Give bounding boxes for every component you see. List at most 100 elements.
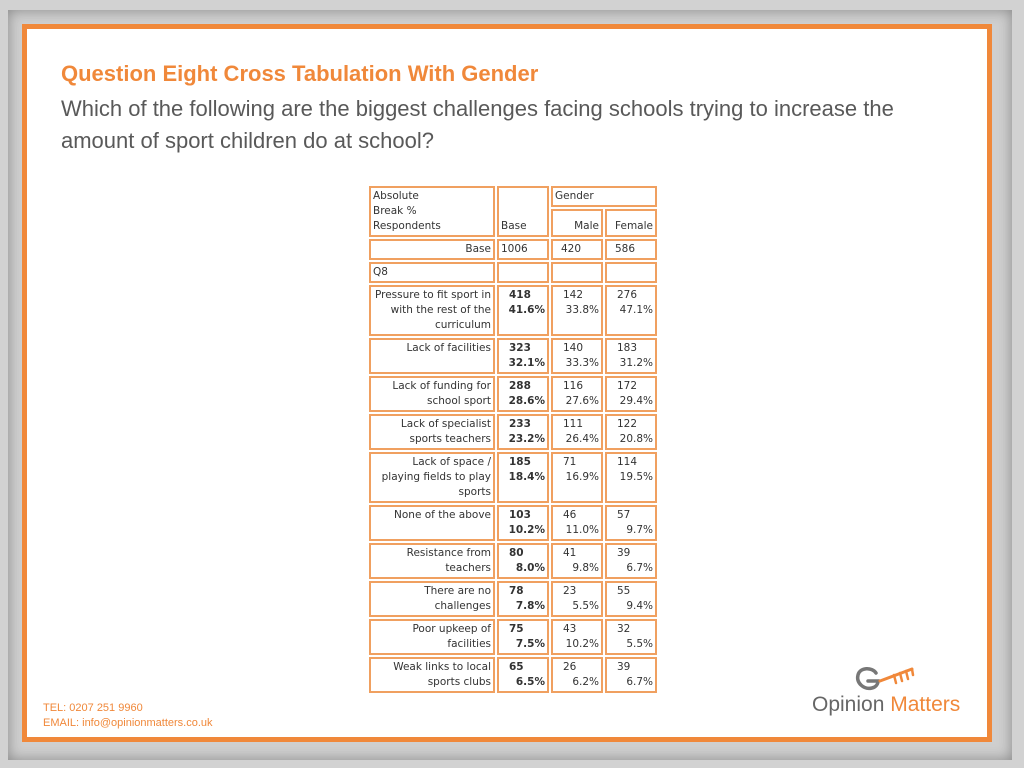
total-cell: 103 10.2% — [497, 505, 549, 541]
female-cell: 183 31.2% — [605, 338, 657, 374]
footer-contact: TEL: 0207 251 9960 EMAIL: info@opinionma… — [43, 701, 213, 731]
slide-title: Question Eight Cross Tabulation With Gen… — [61, 61, 539, 86]
row-label: None of the above — [394, 509, 491, 521]
male-count: 43 — [563, 623, 577, 635]
male-percent: 6.2% — [572, 676, 599, 688]
gender-header: Gender — [551, 186, 657, 207]
male-cell: 23 5.5% — [551, 581, 603, 617]
table-row: Lack of funding for school sport 288 28.6%… — [369, 376, 657, 412]
table-row: Lack of facilities 323 32.1% 140 33.3% 183 31.… — [369, 338, 657, 374]
total-percent: 23.2% — [508, 433, 545, 445]
female-cell: 122 20.8% — [605, 414, 657, 450]
male-cell: 111 26.4% — [551, 414, 603, 450]
female-cell: 172 29.4% — [605, 376, 657, 412]
total-cell: 323 32.1% — [497, 338, 549, 374]
male-count: 41 — [563, 547, 577, 559]
row-label: Pressure to fit sport in with the rest o… — [374, 289, 491, 331]
slide: Question Eight Cross Tabulation With Gen… — [22, 24, 992, 742]
row-label: There are no challenges — [424, 585, 491, 612]
male-percent: 26.4% — [565, 433, 599, 445]
male-percent: 27.6% — [565, 395, 599, 407]
female-cell: 276 47.1% — [605, 285, 657, 336]
male-cell: 140 33.3% — [551, 338, 603, 374]
female-cell: 39 6.7% — [605, 543, 657, 579]
male-cell: 41 9.8% — [551, 543, 603, 579]
total-count: 233 — [509, 418, 531, 430]
row-label: Lack of space / playing fields to play s… — [381, 456, 491, 498]
female-percent: 9.7% — [626, 524, 653, 536]
female-count: 39 — [617, 661, 631, 673]
total-percent: 18.4% — [508, 471, 545, 483]
logo-wordmark: Opinion Matters — [812, 693, 960, 717]
female-cell: 55 9.4% — [605, 581, 657, 617]
female-percent: 5.5% — [626, 638, 653, 650]
row-label-cell: Lack of facilities — [369, 338, 495, 374]
section-empty-cell — [605, 262, 657, 283]
table-row: Lack of specialist sports teachers 233 23.… — [369, 414, 657, 450]
total-count: 65 — [509, 661, 524, 673]
female-count: 183 — [617, 342, 638, 354]
female-percent: 29.4% — [619, 395, 653, 407]
female-count: 57 — [617, 509, 631, 521]
base-male: 420 — [551, 239, 603, 260]
section-empty-cell — [551, 262, 603, 283]
section-row: Q8 — [369, 262, 657, 283]
table-row: Weak links to local sports clubs 65 6.5% 26… — [369, 657, 657, 693]
male-count: 26 — [563, 661, 577, 673]
corner-cell: Absolute Break % Respondents — [369, 186, 495, 237]
corner-line: Respondents — [373, 220, 441, 232]
table-row: Resistance from teachers 80 8.0% 41 9.8% 39 6.… — [369, 543, 657, 579]
female-percent: 31.2% — [619, 357, 653, 369]
total-percent: 28.6% — [508, 395, 545, 407]
table-row: Pressure to fit sport in with the rest o… — [369, 285, 657, 336]
section-empty-cell — [497, 262, 549, 283]
corner-line: Absolute — [373, 190, 419, 202]
row-label: Resistance from teachers — [406, 547, 491, 574]
male-count: 111 — [563, 418, 584, 430]
male-count: 23 — [563, 585, 577, 597]
male-percent: 16.9% — [565, 471, 599, 483]
total-count: 323 — [509, 342, 531, 354]
logo-word-opinion: Opinion — [812, 693, 885, 716]
total-cell: 80 8.0% — [497, 543, 549, 579]
opinion-matters-logo: Opinion Matters — [812, 665, 982, 725]
male-percent: 11.0% — [565, 524, 599, 536]
female-count: 39 — [617, 547, 631, 559]
total-count: 288 — [509, 380, 531, 392]
total-percent: 10.2% — [508, 524, 545, 536]
male-count: 142 — [563, 289, 584, 301]
footer-tel: TEL: 0207 251 9960 — [43, 702, 143, 714]
male-cell: 43 10.2% — [551, 619, 603, 655]
total-percent: 7.5% — [515, 638, 545, 650]
slide-subtitle: Which of the following are the biggest c… — [61, 96, 894, 153]
female-percent: 6.7% — [626, 676, 653, 688]
table-row: Lack of space / playing fields to play s… — [369, 452, 657, 503]
row-label-cell: Weak links to local sports clubs — [369, 657, 495, 693]
female-cell: 39 6.7% — [605, 657, 657, 693]
row-label: Lack of specialist sports teachers — [400, 418, 491, 445]
total-cell: 185 18.4% — [497, 452, 549, 503]
header-row-2: Male Female — [369, 209, 657, 237]
total-percent: 6.5% — [515, 676, 545, 688]
total-cell: 78 7.8% — [497, 581, 549, 617]
total-count: 80 — [509, 547, 524, 559]
female-count: 114 — [617, 456, 638, 468]
male-cell: 142 33.8% — [551, 285, 603, 336]
female-cell: 57 9.7% — [605, 505, 657, 541]
total-percent: 8.0% — [515, 562, 545, 574]
cross-tab-table: Absolute Break % Respondents Base Gender… — [367, 184, 659, 695]
female-count: 55 — [617, 585, 631, 597]
row-label: Weak links to local sports clubs — [393, 661, 491, 688]
row-label-cell: Poor upkeep of facilities — [369, 619, 495, 655]
female-percent: 19.5% — [619, 471, 653, 483]
total-percent: 41.6% — [508, 304, 545, 316]
row-label-cell: There are no challenges — [369, 581, 495, 617]
female-percent: 6.7% — [626, 562, 653, 574]
male-percent: 5.5% — [572, 600, 599, 612]
total-cell: 418 41.6% — [497, 285, 549, 336]
row-label-cell: Lack of space / playing fields to play s… — [369, 452, 495, 503]
row-label-cell: Lack of funding for school sport — [369, 376, 495, 412]
female-count: 276 — [617, 289, 638, 301]
male-cell: 26 6.2% — [551, 657, 603, 693]
male-percent: 33.3% — [565, 357, 599, 369]
